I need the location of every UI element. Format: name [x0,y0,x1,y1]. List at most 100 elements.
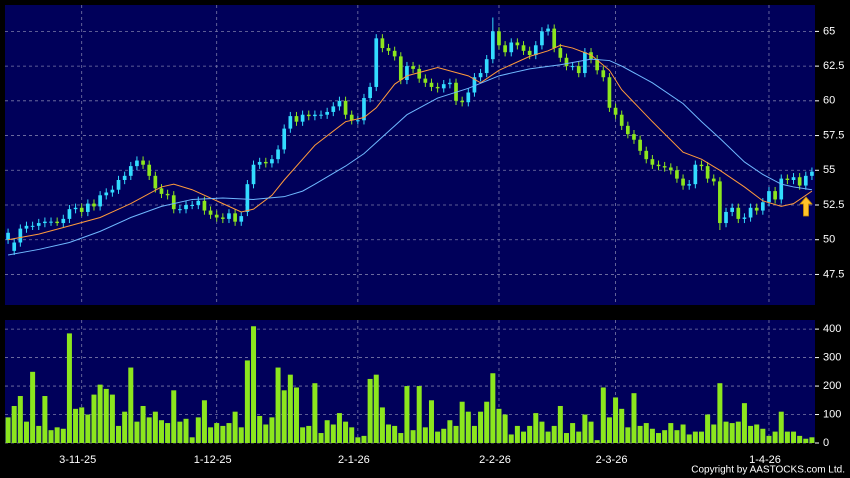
volume-bar [723,421,729,443]
candle-body [171,195,176,210]
volume-bar [563,433,569,443]
volume-bar [527,425,533,443]
volume-bar [717,383,723,443]
candle-body [613,107,618,115]
volume-bar [103,388,109,443]
moving-average [7,44,813,241]
volume-bar [760,428,766,443]
volume-bar [521,431,527,443]
candle-body [644,150,649,160]
candle-body [300,114,305,122]
volume-bar [208,427,214,443]
candle-body [503,45,507,53]
volume-bar [551,425,557,443]
x-tick-label: 3-11-25 [59,454,96,466]
candle-body [589,52,593,60]
candle-body [153,175,158,189]
volume-bar [410,430,416,443]
candle-body [36,223,41,226]
y-tick-label: 47.5 [823,268,844,280]
candle-body [98,195,102,207]
y-tick-label: 100 [823,408,841,420]
candle-body [533,45,538,55]
candle-body [398,56,403,80]
candle-body [675,170,679,179]
candle-body [423,78,428,83]
candle-body [718,181,722,224]
candle-body [552,28,557,49]
candle-body [380,38,385,49]
x-tick-label: 1-4-26 [749,454,781,466]
volume-bar [97,384,103,443]
candle-body [159,188,164,194]
candle-body [742,217,747,219]
volume-bar [73,408,79,443]
candle-body [251,164,256,185]
candle-body [196,200,201,205]
volume-bar [754,424,760,443]
volume-bar [30,371,36,443]
volume-bar [140,405,146,443]
volume-bar [42,396,48,443]
candle-body [343,100,348,115]
volume-bar [330,424,336,443]
volume-bar [116,425,122,443]
candle-body [576,66,581,74]
volume-bar [367,378,373,443]
candle-body [147,164,152,176]
candle-body [509,42,514,53]
volume-bar [379,407,385,443]
candle-body [141,160,145,165]
candle-body [540,31,544,46]
volume-bar [318,433,324,443]
volume-bar [91,394,97,443]
candle-body [73,207,78,210]
candle-body [349,114,354,121]
moving-average [7,58,813,256]
volume-bar [576,431,582,443]
volume-bar [343,421,349,443]
candle-body [650,159,655,165]
copyright: Copyright by AASTOCKS.com Ltd. [691,465,845,476]
candle-body [374,38,379,87]
volume-bar [668,423,674,443]
volume-bar [165,423,171,443]
candle-body [30,225,35,227]
candle-body [122,175,127,180]
candle-body [337,100,342,107]
candle-body [626,125,630,135]
volume-bar [293,387,299,443]
candle-body [736,207,741,219]
candle-body [282,128,287,150]
volume-bar [158,420,164,443]
volume-bar [54,427,60,443]
candle-body [693,164,698,185]
candle-body [785,178,790,180]
candle-body [724,211,728,224]
volume-bar [128,367,134,443]
candle-body [405,66,409,80]
volume-bar [422,427,428,443]
candle-body [521,45,526,51]
volume-bar [386,424,392,443]
volume-bar [109,394,115,443]
candle-body [386,48,391,51]
volume-bar [392,425,398,443]
candle-body [466,92,471,103]
volume-bar [631,393,637,443]
candle-body [165,193,170,196]
candle-body [435,86,440,89]
volume-bar [48,430,54,443]
candle-body [773,191,777,200]
volume-bar [649,428,655,443]
candle-body [239,216,244,222]
volume-bar [257,415,263,443]
volume-bar [674,430,680,443]
signal-arrow [799,196,813,217]
volume-bar [545,431,551,443]
candle-body [662,166,667,168]
candle-body [797,177,802,186]
candle-body [748,207,753,218]
volume-bar [66,333,72,443]
